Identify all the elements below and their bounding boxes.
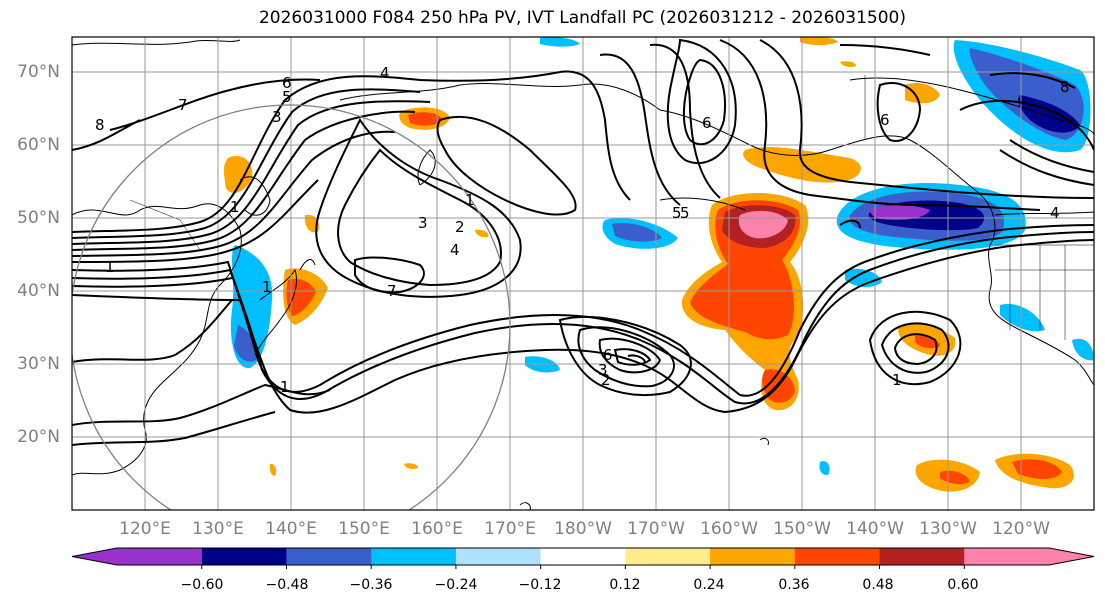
lon-label: 140°W bbox=[846, 519, 904, 539]
lon-label: 150°E bbox=[338, 519, 390, 539]
contour-label: 8 bbox=[1060, 78, 1070, 96]
colorbar-tick-label: −0.36 bbox=[349, 577, 393, 593]
contour-label: 3 bbox=[418, 214, 428, 232]
colorbar-extend-max bbox=[964, 548, 1094, 565]
contour-label: 4 bbox=[1050, 204, 1060, 222]
contour-label: 6 bbox=[603, 346, 613, 364]
colorbar-tick-label: −0.60 bbox=[180, 577, 224, 593]
contour-label: 3 bbox=[272, 108, 282, 126]
lon-label: 160°E bbox=[411, 519, 463, 539]
map-frame bbox=[71, 36, 1095, 511]
contour-label: 7 bbox=[178, 96, 188, 114]
colorbar-segment bbox=[201, 548, 287, 565]
contour-label: 1 bbox=[262, 278, 272, 296]
positive-anomaly-fill bbox=[224, 37, 1074, 492]
lon-label: 170°W bbox=[627, 519, 685, 539]
contour-label: 8 bbox=[95, 116, 105, 134]
contour-label: 4 bbox=[380, 64, 390, 82]
colorbar-tick-label: 0.12 bbox=[609, 577, 641, 593]
pv-contours bbox=[72, 38, 1094, 446]
contour-label: 1 bbox=[465, 191, 475, 209]
contour-label: 1 bbox=[230, 198, 240, 216]
colorbar-tick-label: −0.48 bbox=[265, 577, 309, 593]
colorbar-segment bbox=[286, 548, 372, 565]
contour-label: 1 bbox=[280, 378, 290, 396]
contour-label: 5 bbox=[282, 88, 292, 106]
colorbar-tick-label: −0.12 bbox=[518, 577, 562, 593]
grid-lines bbox=[72, 37, 1094, 510]
lon-label: 120°E bbox=[119, 519, 171, 539]
landfall-region-circle bbox=[72, 104, 511, 510]
lon-label: 130°W bbox=[919, 519, 977, 539]
colorbar-tick-label: 0.60 bbox=[947, 577, 979, 593]
colorbar-tick-label: 0.48 bbox=[862, 577, 894, 593]
colorbar-tick-label: 0.24 bbox=[693, 577, 725, 593]
contour-label: 6 bbox=[880, 111, 890, 129]
lat-label: 70°N bbox=[17, 62, 60, 82]
colorbar-tick-label: −0.24 bbox=[434, 577, 478, 593]
contour-label: 2 bbox=[455, 218, 465, 236]
contour-label: 1 bbox=[892, 371, 902, 389]
colorbar-segment bbox=[371, 548, 457, 565]
contour-label: 2 bbox=[601, 371, 611, 389]
lon-label: 120°W bbox=[992, 519, 1050, 539]
colorbar-segment bbox=[794, 548, 881, 565]
contour-label: 6 bbox=[282, 74, 292, 92]
contour-label: 7 bbox=[387, 282, 397, 300]
lat-label: 50°N bbox=[17, 208, 60, 228]
colorbar-extend-min bbox=[72, 548, 202, 565]
lon-label: 170°E bbox=[484, 519, 536, 539]
colorbar-segment bbox=[625, 548, 711, 565]
colorbar-segment bbox=[455, 548, 542, 565]
contour-label: 5 bbox=[672, 204, 682, 222]
contour-label: 3 bbox=[598, 361, 608, 379]
lat-label: 40°N bbox=[17, 281, 60, 301]
colorbar-segment bbox=[879, 548, 965, 565]
lon-label: 180°W bbox=[554, 519, 612, 539]
colorbar-outline bbox=[71, 547, 1095, 566]
lat-label: 60°N bbox=[17, 135, 60, 155]
lon-label: 140°E bbox=[265, 519, 317, 539]
contour-label: 4 bbox=[450, 241, 460, 259]
lat-label: 20°N bbox=[17, 427, 60, 447]
colorbar-segment bbox=[710, 548, 796, 565]
contour-label: 5 bbox=[680, 204, 690, 222]
contour-label: 6 bbox=[702, 114, 712, 132]
map-title: 2026031000 F084 250 hPa PV, IVT Landfall… bbox=[258, 8, 906, 28]
lon-label: 160°W bbox=[700, 519, 758, 539]
lon-label: 150°W bbox=[773, 519, 831, 539]
lat-label: 30°N bbox=[17, 354, 60, 374]
lon-label: 130°E bbox=[192, 519, 244, 539]
colorbar-tick-label: 0.36 bbox=[778, 577, 810, 593]
colorbar-segment bbox=[540, 548, 626, 565]
contour-label: 1 bbox=[105, 258, 115, 276]
